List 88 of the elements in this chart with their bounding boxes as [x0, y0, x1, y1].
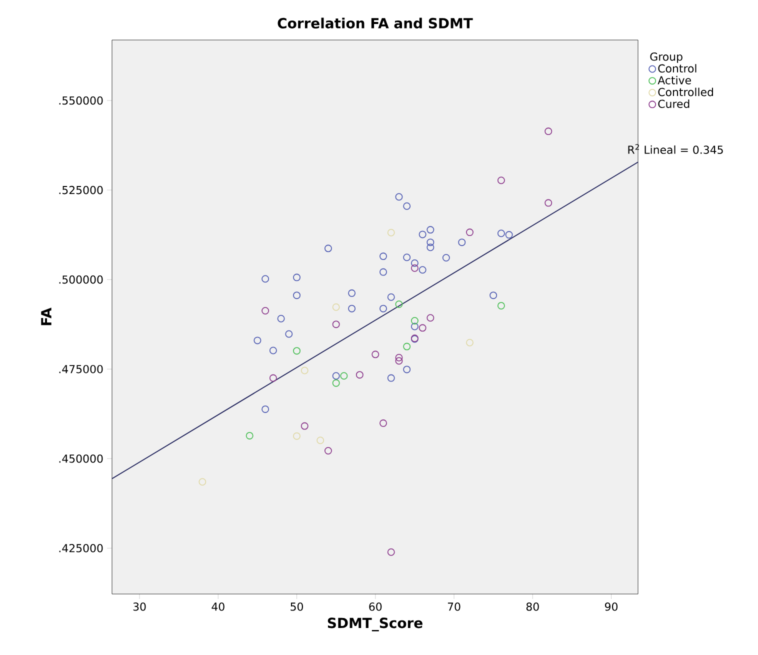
point	[332, 372, 340, 380]
y-axis-title: FA	[41, 308, 52, 326]
point	[387, 374, 395, 382]
point	[426, 226, 434, 234]
point	[285, 330, 293, 338]
point	[395, 357, 403, 365]
x-axis-title: SDMT_Score	[328, 618, 422, 632]
point	[277, 314, 285, 322]
point	[293, 292, 301, 300]
legend-label: Controlled	[658, 88, 713, 96]
point	[410, 264, 418, 272]
y-tick-label: .500000	[59, 275, 103, 284]
point	[340, 372, 348, 380]
point	[324, 244, 332, 252]
point	[395, 193, 403, 201]
y-tick-label: .450000	[59, 454, 103, 463]
x-tick-label: 30	[133, 602, 146, 611]
point	[380, 252, 388, 260]
point	[387, 293, 395, 301]
point	[426, 244, 434, 252]
point	[497, 176, 505, 184]
point	[348, 289, 356, 297]
point	[458, 238, 466, 246]
point	[198, 478, 206, 486]
point	[426, 238, 434, 246]
point	[332, 379, 340, 387]
point	[426, 314, 434, 322]
y-tick-label: .525000	[59, 186, 103, 194]
point	[410, 317, 418, 325]
point	[380, 419, 388, 427]
x-tick-label: 60	[369, 602, 382, 611]
point	[324, 447, 332, 454]
point	[466, 338, 474, 346]
point	[410, 259, 418, 267]
x-tick-label: 40	[212, 602, 224, 611]
point	[544, 128, 552, 136]
point	[403, 202, 411, 210]
point	[497, 230, 505, 238]
y-tick-label: .425000	[59, 544, 103, 552]
point	[262, 306, 270, 314]
point	[403, 366, 411, 374]
point	[293, 432, 301, 440]
point	[418, 324, 426, 332]
point	[316, 436, 324, 444]
point	[356, 371, 364, 379]
point	[410, 322, 418, 330]
point	[403, 342, 411, 350]
point	[403, 254, 411, 262]
y-tick-label: .475000	[59, 364, 103, 374]
point	[293, 274, 301, 282]
point	[466, 228, 474, 236]
point	[372, 350, 380, 358]
legend-label: Cured	[658, 100, 690, 108]
point	[293, 347, 301, 355]
point	[418, 266, 426, 274]
point	[544, 199, 552, 207]
point	[332, 320, 340, 328]
point	[262, 275, 270, 283]
legend-label: Control	[658, 64, 696, 73]
point	[387, 228, 395, 236]
point	[380, 268, 388, 276]
point	[442, 254, 450, 262]
point	[246, 432, 254, 440]
chart-title: Correlation FA and SDMT	[278, 18, 473, 28]
point	[254, 336, 262, 344]
y-tick-label: .550000	[59, 96, 103, 105]
point	[269, 374, 277, 382]
legend-title: Group	[650, 52, 682, 63]
point	[269, 346, 277, 354]
point	[395, 354, 403, 362]
point	[332, 303, 340, 311]
point	[497, 302, 505, 310]
x-tick-label: 70	[448, 602, 460, 611]
point	[387, 548, 395, 556]
point	[300, 422, 308, 430]
point	[395, 300, 403, 308]
x-tick-label: 80	[526, 602, 539, 611]
point	[300, 366, 308, 374]
point	[418, 230, 426, 238]
legend-label: Active	[658, 76, 691, 84]
x-tick-label: 50	[290, 602, 304, 611]
point	[505, 231, 513, 239]
point	[262, 405, 270, 413]
point	[348, 304, 356, 312]
point	[490, 292, 498, 300]
x-tick-label: 90	[604, 602, 618, 611]
point	[380, 304, 388, 312]
series-label: R$^{2}$ Lineal = 0.345	[628, 144, 723, 154]
